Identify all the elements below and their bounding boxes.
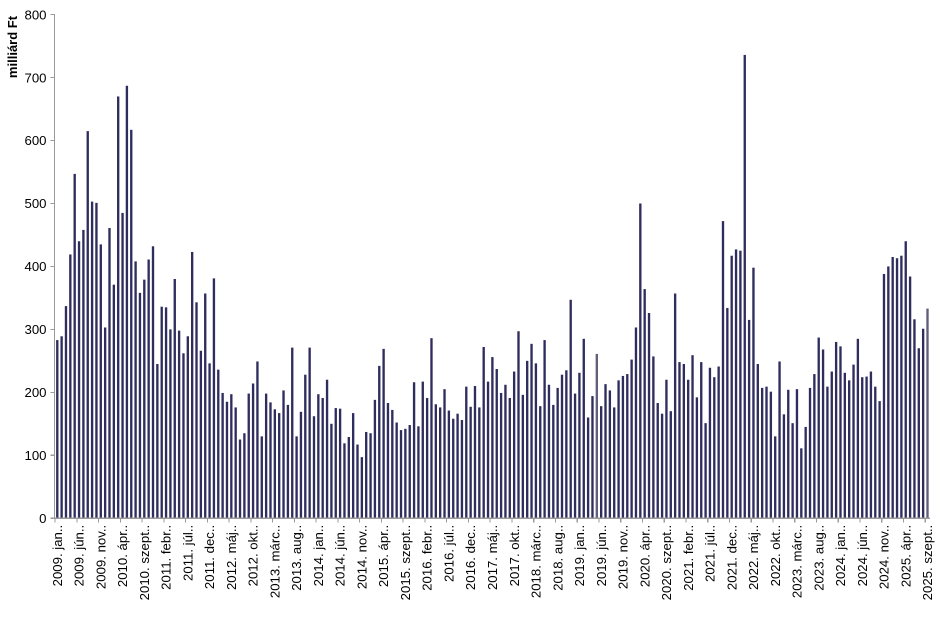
svg-text:2023. aug..: 2023. aug.. (811, 525, 826, 591)
svg-text:2022. máj..: 2022. máj.. (746, 525, 761, 590)
svg-text:2017. okt..: 2017. okt.. (507, 525, 522, 587)
svg-text:2009. nov..: 2009. nov.. (93, 525, 108, 589)
svg-text:700: 700 (24, 70, 46, 85)
svg-text:2014. nov..: 2014. nov.. (354, 525, 369, 589)
svg-text:2010. ápr..: 2010. ápr.. (115, 525, 130, 587)
svg-text:2023. márc..: 2023. márc.. (790, 525, 805, 598)
svg-text:2011. febr..: 2011. febr.. (159, 525, 174, 590)
svg-text:600: 600 (24, 133, 46, 148)
svg-text:400: 400 (24, 259, 46, 274)
svg-text:2012. okt..: 2012. okt.. (246, 525, 261, 587)
svg-text:2024. jún..: 2024. jún.. (855, 525, 870, 587)
svg-text:2012. máj..: 2012. máj.. (224, 525, 239, 590)
svg-text:500: 500 (24, 196, 46, 211)
svg-text:2024. nov..: 2024. nov.. (877, 525, 892, 589)
svg-text:2010. szept..: 2010. szept.. (137, 525, 152, 601)
svg-text:2018. aug..: 2018. aug.. (550, 525, 565, 591)
svg-text:800: 800 (24, 7, 46, 22)
svg-text:2016. dec..: 2016. dec.. (463, 525, 478, 590)
svg-text:2016. júl..: 2016. júl.. (441, 525, 456, 582)
svg-text:2013. márc..: 2013. márc.. (267, 525, 282, 598)
svg-text:2014. jan..: 2014. jan.. (311, 525, 326, 587)
svg-text:milliárd Ft: milliárd Ft (5, 15, 20, 78)
svg-text:2021. dec..: 2021. dec.. (724, 525, 739, 590)
svg-text:2024. jan..: 2024. jan.. (833, 525, 848, 587)
svg-text:2009. jan..: 2009. jan.. (50, 525, 65, 587)
svg-text:2020. ápr..: 2020. ápr.. (637, 525, 652, 587)
svg-text:300: 300 (24, 322, 46, 337)
svg-text:2021. júl..: 2021. júl.. (703, 525, 718, 582)
svg-text:2019. jan..: 2019. jan.. (572, 525, 587, 587)
svg-text:2015. ápr..: 2015. ápr.. (376, 525, 391, 587)
svg-text:2019. jún..: 2019. jún.. (594, 525, 609, 587)
svg-text:200: 200 (24, 385, 46, 400)
svg-text:2011. dec..: 2011. dec.. (202, 525, 217, 589)
svg-text:2009. jún..: 2009. jún.. (72, 525, 87, 587)
svg-text:2025. szept..: 2025. szept.. (920, 525, 935, 601)
svg-text:100: 100 (24, 448, 46, 463)
svg-text:2015. szept..: 2015. szept.. (398, 525, 413, 601)
svg-text:2016. febr..: 2016. febr.. (420, 525, 435, 591)
svg-text:2019. nov..: 2019. nov.. (616, 525, 631, 589)
svg-text:2020. szept..: 2020. szept.. (659, 525, 674, 601)
svg-text:2021. febr..: 2021. febr.. (681, 525, 696, 591)
svg-text:2011. júl..: 2011. júl.. (180, 525, 195, 581)
svg-text:2025. ápr..: 2025. ápr.. (898, 525, 913, 587)
svg-text:2022. okt..: 2022. okt.. (768, 525, 783, 587)
svg-text:2014. jún..: 2014. jún.. (333, 525, 348, 587)
svg-text:2013. aug..: 2013. aug.. (289, 525, 304, 591)
svg-text:0: 0 (39, 511, 46, 526)
svg-text:2018. márc..: 2018. márc.. (529, 525, 544, 598)
svg-text:2017. máj..: 2017. máj.. (485, 525, 500, 590)
